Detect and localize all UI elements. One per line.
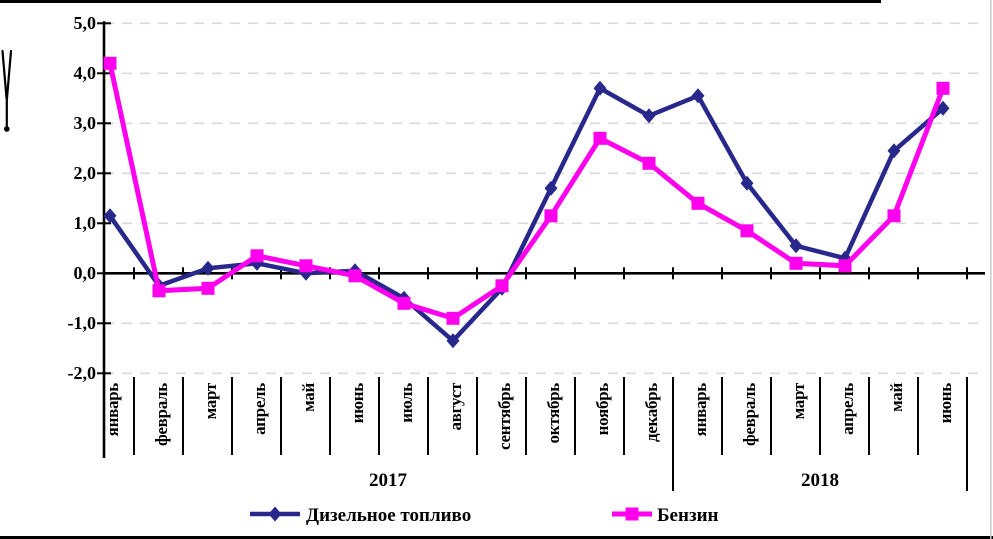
month-label: январь [103, 383, 122, 437]
month-label: май [299, 382, 318, 411]
data-point-diamond [446, 333, 460, 349]
month-label: ноябрь [593, 383, 612, 436]
data-point-square [201, 281, 215, 295]
legend-benzin-label: Бензин [657, 505, 719, 526]
data-point-square [838, 259, 852, 273]
month-label: декабрь [642, 383, 661, 442]
data-point-square [103, 56, 117, 70]
data-point-square [544, 209, 558, 223]
legend-benzin-square-icon [625, 507, 639, 521]
x-axis-month-labels: январь февраль март апрель май июнь июль… [103, 382, 955, 450]
data-point-square [495, 279, 509, 293]
month-label: июнь [348, 383, 367, 424]
data-point-square [691, 196, 705, 210]
x-axis-year-labels: 2017 2018 [369, 470, 839, 491]
data-point-diamond [887, 143, 901, 159]
data-point-square [642, 156, 656, 170]
ytick-label: 2,0 [74, 163, 97, 183]
legend: Дизельное топливо Бензин [250, 505, 719, 526]
data-point-square [593, 131, 607, 145]
data-point-diamond [936, 100, 950, 116]
legend-diesel-label: Дизельное топливо [306, 505, 471, 526]
series-line-1 [107, 60, 946, 322]
ytick-label: -2,0 [68, 363, 97, 383]
data-point-diamond [201, 260, 215, 276]
data-point-diamond [740, 175, 754, 191]
data-point-square [789, 256, 803, 270]
month-label: март [201, 382, 220, 419]
series-layer [103, 56, 950, 349]
year-label-2018: 2018 [801, 470, 839, 491]
data-point-square [299, 259, 313, 273]
legend-diesel-diamond-icon [268, 506, 282, 522]
month-label: февраль [152, 383, 171, 446]
month-label: апрель [250, 383, 269, 435]
month-label: июнь [936, 383, 955, 424]
data-point-square [446, 311, 460, 325]
ytick-label: 3,0 [74, 113, 97, 133]
data-point-diamond [103, 208, 117, 224]
ytick-label: -1,0 [68, 313, 97, 333]
data-point-diamond [642, 108, 656, 124]
ytick-label: 5,0 [74, 13, 97, 33]
data-point-diamond [593, 80, 607, 96]
month-label: август [446, 382, 465, 430]
month-label: май [887, 382, 906, 411]
data-point-square [250, 249, 264, 263]
y-axis-title-glyph-partial [1, 49, 13, 132]
ytick-label: 1,0 [74, 213, 97, 233]
data-point-square [348, 269, 362, 283]
data-point-square [740, 224, 754, 238]
series-line-0 [107, 85, 946, 344]
data-point-square [397, 296, 411, 310]
data-point-square [887, 209, 901, 223]
data-point-diamond [691, 88, 705, 104]
data-point-diamond [544, 180, 558, 196]
ytick-label: 0,0 [74, 263, 97, 283]
data-point-diamond [250, 255, 264, 271]
data-point-square [936, 81, 950, 95]
month-label: октябрь [544, 383, 563, 444]
ytick-label: 4,0 [74, 63, 97, 83]
year-label-2017: 2017 [369, 470, 408, 491]
y-axis-tick-labels: 5,0 4,0 3,0 2,0 1,0 0,0 -1,0 -2,0 [68, 13, 97, 383]
data-point-square [152, 284, 166, 298]
data-point-diamond [789, 238, 803, 254]
month-label: февраль [740, 383, 759, 446]
month-label: март [789, 382, 808, 419]
month-label: апрель [838, 383, 857, 435]
month-label: январь [691, 383, 710, 437]
month-label: июль [397, 383, 416, 423]
month-label: сентябрь [495, 383, 514, 450]
